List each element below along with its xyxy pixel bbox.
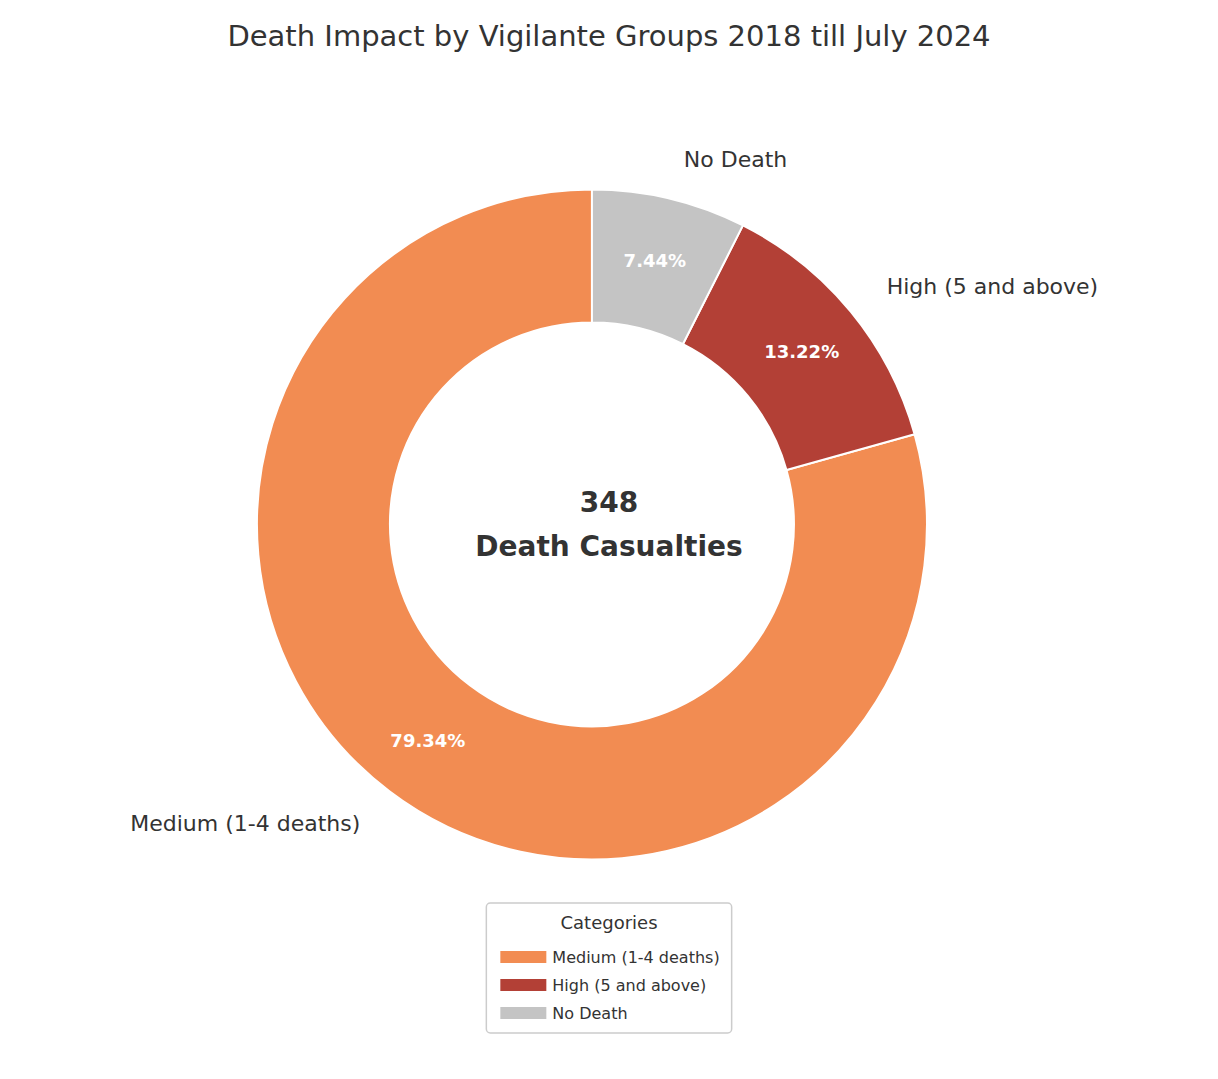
svg-text:7.44%: 7.44% xyxy=(624,250,686,271)
svg-text:No Death: No Death xyxy=(684,147,787,172)
svg-text:High (5 and above): High (5 and above) xyxy=(552,976,706,995)
svg-text:13.22%: 13.22% xyxy=(764,341,839,362)
svg-text:Death Casualties: Death Casualties xyxy=(475,530,742,563)
svg-text:79.34%: 79.34% xyxy=(390,730,465,751)
svg-text:Medium (1-4 deaths): Medium (1-4 deaths) xyxy=(552,948,719,967)
svg-text:Medium (1-4 deaths): Medium (1-4 deaths) xyxy=(130,811,360,836)
svg-text:No Death: No Death xyxy=(552,1004,627,1023)
svg-text:Death Impact by Vigilante Grou: Death Impact by Vigilante Groups 2018 ti… xyxy=(227,19,990,53)
svg-text:348: 348 xyxy=(580,486,638,519)
svg-text:High (5 and above): High (5 and above) xyxy=(887,274,1099,299)
svg-text:Categories: Categories xyxy=(560,912,657,933)
